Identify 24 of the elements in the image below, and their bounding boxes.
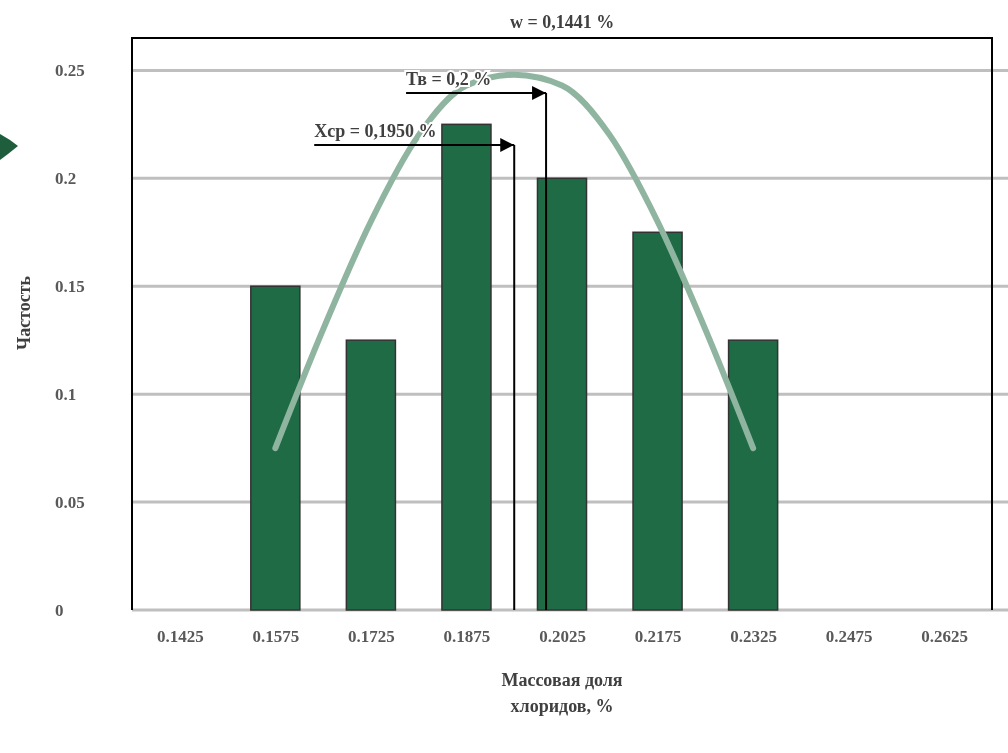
y-tick-label: 0.05 [55,493,85,513]
bar [250,285,301,611]
x-tick-label: 0.1575 [252,627,300,647]
x-tick-label: 0.1425 [156,627,204,647]
x-tick-label: 0.2325 [730,627,777,647]
bar [441,123,492,611]
x-tick-label: 0.1725 [348,627,395,647]
x-tick-label: 0.1875 [443,627,491,647]
y-tick-label: 0.15 [55,277,85,297]
bar [345,339,397,611]
x-axis-title: Массовая доля хлоридов, % [501,670,623,716]
x-tick-label: 0.2025 [539,627,586,647]
y-tick-label: 0.25 [55,61,85,81]
y-tick-label: 0 [55,600,64,620]
bar [727,339,779,611]
bar [632,231,683,611]
x-tick-label: 0.2475 [825,627,873,647]
x-tick-label: 0.2175 [634,627,682,647]
y-axis-title: Частость [14,275,34,351]
y-tick-label: 0.1 [55,385,77,405]
y-tick-label: 0.2 [55,169,77,189]
bar [536,177,588,611]
text: w = 0,1441 % [510,12,615,32]
x-tick-label: 0.2625 [921,627,969,647]
